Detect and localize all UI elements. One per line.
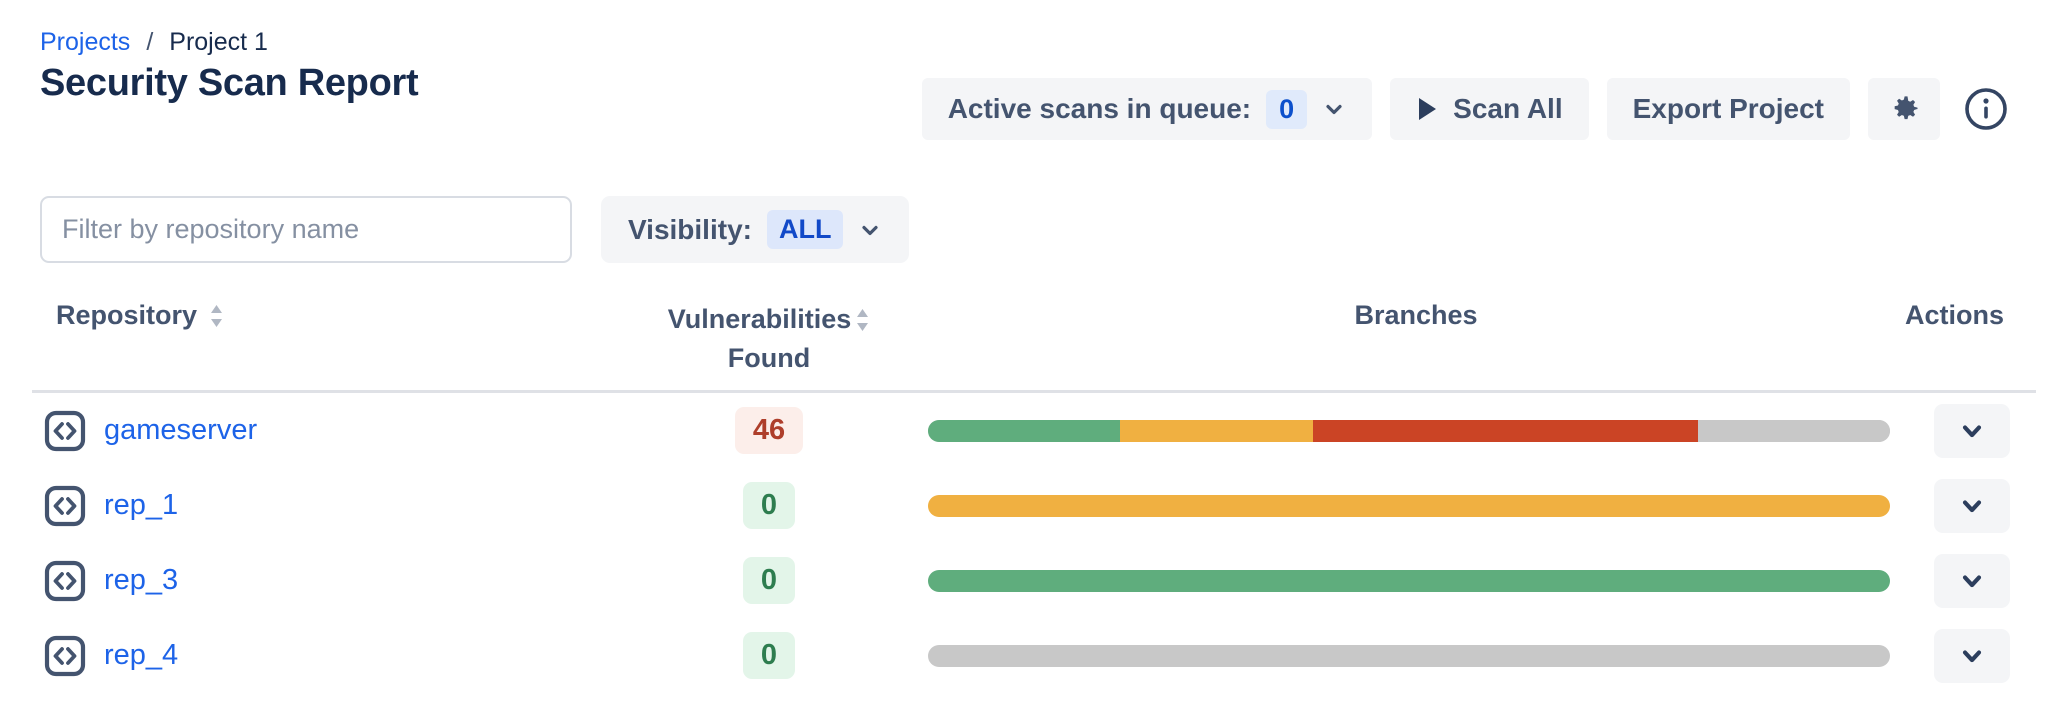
repo-link[interactable]: rep_1 <box>104 489 179 521</box>
chevron-down-icon <box>1958 642 1986 670</box>
column-header-branches: Branches <box>1354 300 1478 330</box>
branches-bar[interactable] <box>928 494 1890 517</box>
gear-icon <box>1885 90 1923 128</box>
column-header-repository[interactable]: Repository <box>40 300 610 331</box>
repo-link[interactable]: rep_3 <box>104 564 179 596</box>
repository-cell: rep_1 <box>40 485 610 527</box>
column-header-vulnerabilities[interactable]: Vulnerabilities Found <box>610 300 928 378</box>
breadcrumb-current: Project 1 <box>169 28 268 56</box>
scan-all-button[interactable]: Scan All <box>1390 78 1589 140</box>
vulnerability-count-badge: 0 <box>742 482 796 529</box>
column-header-actions: Actions <box>1904 300 2004 330</box>
repository-cell: rep_4 <box>40 635 610 677</box>
branches-bar[interactable] <box>928 569 1890 592</box>
repository-icon <box>44 635 86 677</box>
repository-icon <box>44 410 86 452</box>
vulnerabilities-cell: 0 <box>610 632 928 679</box>
chevron-down-icon <box>1958 417 1986 445</box>
queue-count-badge: 0 <box>1266 89 1308 129</box>
vulnerability-count-badge: 0 <box>742 632 796 679</box>
info-button[interactable] <box>1958 78 2014 140</box>
export-project-button[interactable]: Export Project <box>1606 78 1850 140</box>
branches-cell <box>928 494 1904 517</box>
branch-segment-failed <box>1312 419 1698 442</box>
repo-link[interactable]: rep_4 <box>104 639 179 671</box>
actions-cell <box>1904 553 2016 608</box>
info-icon <box>1962 85 2010 133</box>
actions-cell <box>1904 403 2016 458</box>
column-header-vulnerabilities-label-line2: Found <box>727 343 811 374</box>
header-actions: Active scans in queue: 0 Scan All Export… <box>921 78 2014 140</box>
visibility-dropdown[interactable]: Visibility: ALL <box>601 196 910 263</box>
actions-cell <box>1904 478 2016 533</box>
visibility-value-badge: ALL <box>766 210 844 249</box>
chevron-down-icon <box>1958 567 1986 595</box>
branch-segment-not-scanned <box>1697 419 1890 442</box>
chevron-down-icon <box>858 218 882 242</box>
branch-segment-passed <box>928 419 1121 442</box>
row-actions-dropdown-button[interactable] <box>1934 478 2010 533</box>
vulnerabilities-cell: 0 <box>610 482 928 529</box>
repo-link[interactable]: gameserver <box>104 414 258 446</box>
vulnerabilities-cell: 0 <box>610 557 928 604</box>
breadcrumb-projects-link[interactable]: Projects <box>40 28 131 56</box>
settings-button[interactable] <box>1868 78 1940 140</box>
export-project-label: Export Project <box>1632 93 1824 124</box>
row-actions-dropdown-button[interactable] <box>1934 628 2010 683</box>
table-header-divider <box>32 390 2036 393</box>
branch-segment-warning <box>1120 419 1313 442</box>
table-row: rep_4 0 <box>40 618 2016 693</box>
branch-segment-not-scanned <box>928 644 1890 667</box>
page-title: Security Scan Report <box>40 62 419 104</box>
vulnerability-count-badge: 46 <box>734 407 804 454</box>
repository-cell: gameserver <box>40 410 610 452</box>
breadcrumb-separator: / <box>146 28 154 56</box>
branches-cell <box>928 569 1904 592</box>
branches-cell <box>928 419 1904 442</box>
active-scans-label: Active scans in queue: <box>947 93 1252 124</box>
table-body: gameserver 46 rep_1 <box>40 393 2016 693</box>
sort-icon[interactable] <box>855 307 870 333</box>
vulnerability-count-badge: 0 <box>742 557 796 604</box>
vulnerabilities-cell: 46 <box>610 407 928 454</box>
visibility-label: Visibility: <box>628 213 752 245</box>
column-header-vulnerabilities-label: Vulnerabilities <box>667 304 852 334</box>
repository-icon <box>44 560 86 602</box>
table-row: rep_1 0 <box>40 468 2016 543</box>
table-header: Repository Vulnerabilities Found Branche… <box>40 300 2016 378</box>
scan-all-label: Scan All <box>1453 93 1563 124</box>
chevron-down-icon <box>1322 97 1346 121</box>
column-header-repository-label: Repository <box>56 300 198 330</box>
repository-icon <box>44 485 86 527</box>
branches-cell <box>928 644 1904 667</box>
sort-icon[interactable] <box>209 303 224 329</box>
row-actions-dropdown-button[interactable] <box>1934 403 2010 458</box>
repository-cell: rep_3 <box>40 560 610 602</box>
branches-bar[interactable] <box>928 644 1890 667</box>
actions-cell <box>1904 628 2016 683</box>
branch-segment-passed <box>928 569 1890 592</box>
branches-bar[interactable] <box>928 419 1890 442</box>
active-scans-queue-dropdown[interactable]: Active scans in queue: 0 <box>921 78 1373 140</box>
chevron-down-icon <box>1958 492 1986 520</box>
play-icon <box>1416 96 1438 122</box>
breadcrumb: Projects / Project 1 <box>40 28 268 57</box>
row-actions-dropdown-button[interactable] <box>1934 553 2010 608</box>
branch-segment-warning <box>928 494 1890 517</box>
table-row: rep_3 0 <box>40 543 2016 618</box>
repository-filter-input[interactable] <box>40 196 572 263</box>
table-row: gameserver 46 <box>40 393 2016 468</box>
